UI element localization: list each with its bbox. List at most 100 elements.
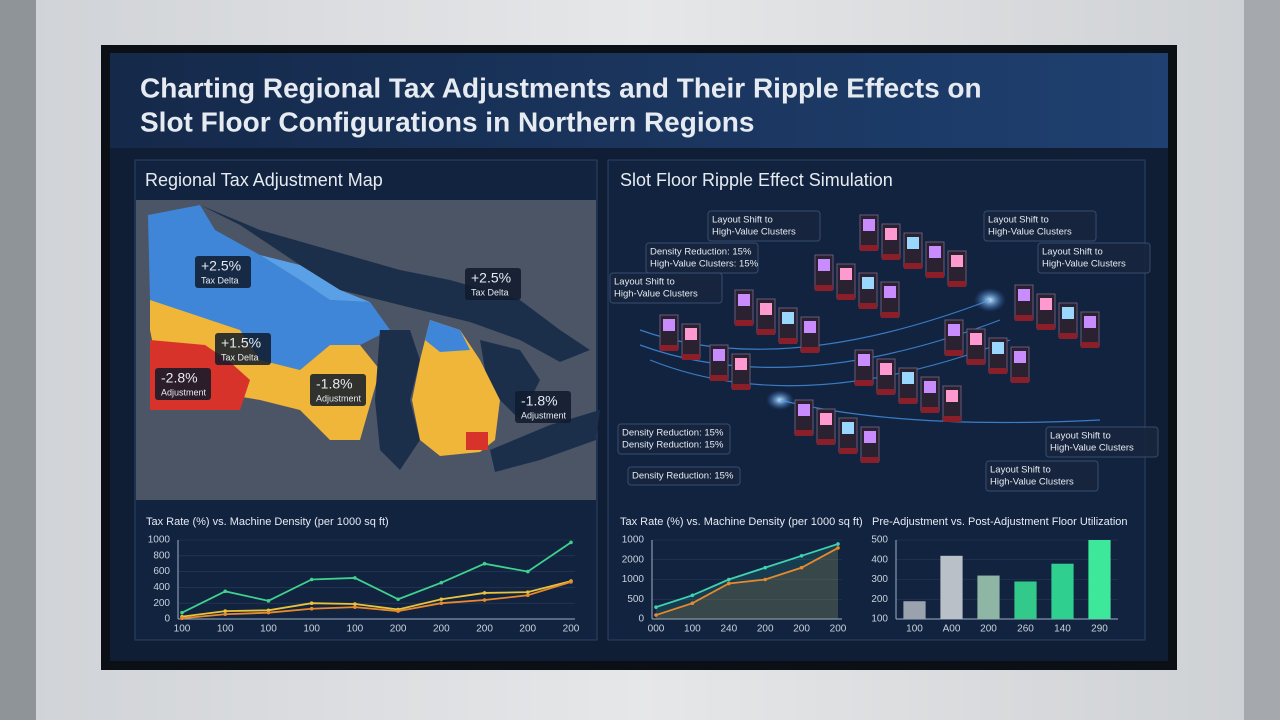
point xyxy=(353,602,357,606)
slot-screen xyxy=(862,277,874,289)
y-tick-label: 400 xyxy=(871,554,888,565)
slot-base xyxy=(710,375,728,381)
point xyxy=(727,581,731,586)
y-tick-label: 1000 xyxy=(148,535,171,546)
slot-base xyxy=(943,416,961,422)
y-tick-label: 100 xyxy=(871,614,888,625)
slot-base xyxy=(801,347,819,353)
point xyxy=(353,576,357,580)
slot-screen xyxy=(738,294,750,306)
map-label-box xyxy=(215,333,271,365)
slot-screen xyxy=(804,321,816,333)
sim-label: Layout Shift to xyxy=(712,215,773,226)
y-tick-label: 600 xyxy=(153,566,170,577)
slot-screen xyxy=(902,372,914,384)
slot-base xyxy=(1081,342,1099,348)
slot-screen xyxy=(946,390,958,402)
x-tick-label: 140 xyxy=(1054,624,1071,635)
x-tick-label: 200 xyxy=(757,624,774,635)
y-tick-label: 300 xyxy=(871,574,888,585)
slot-screen xyxy=(818,259,830,271)
map-label-value: -1.8% xyxy=(316,376,353,392)
point xyxy=(482,591,487,595)
line xyxy=(655,547,839,616)
sim-label-box xyxy=(627,466,741,486)
map-label-note: Adjustment xyxy=(521,410,567,420)
slot-screen xyxy=(880,363,892,375)
slot-base xyxy=(795,430,813,436)
slot-base xyxy=(877,389,895,395)
slot-screen xyxy=(924,381,936,393)
slot-base xyxy=(682,354,700,360)
point xyxy=(266,599,271,603)
line xyxy=(181,541,572,614)
slot-screen xyxy=(948,324,960,336)
sim-label: High-Value Clusters xyxy=(1042,259,1126,270)
x-tick-label: 290 xyxy=(1091,624,1108,635)
sim-label-box xyxy=(707,210,821,242)
chart-title: Tax Rate (%) vs. Machine Density (per 10… xyxy=(620,516,863,528)
panel-title: Slot Floor Ripple Effect Simulation xyxy=(620,170,893,190)
slot-base xyxy=(989,368,1007,374)
slot-screen xyxy=(1018,289,1030,301)
y-tick-label: 200 xyxy=(153,598,170,609)
sim-label: High-Value Clusters xyxy=(990,477,1074,488)
point xyxy=(180,616,184,621)
line xyxy=(181,581,572,620)
point xyxy=(690,601,695,605)
y-tick-label: 1000 xyxy=(622,535,645,546)
side-wall xyxy=(0,0,36,720)
y-tick-label: 1000 xyxy=(622,574,645,585)
x-tick-label: 100 xyxy=(303,624,320,635)
point xyxy=(396,609,400,613)
slot-base xyxy=(881,312,899,318)
point xyxy=(525,593,530,598)
area xyxy=(656,547,838,619)
map-label-note: Tax Delta xyxy=(471,287,509,297)
sim-label-box xyxy=(983,210,1097,242)
line xyxy=(181,580,572,618)
slot-screen xyxy=(884,286,896,298)
floor xyxy=(639,288,1101,424)
point xyxy=(525,590,530,594)
slot-screen xyxy=(685,328,697,340)
sim-label-box xyxy=(1037,242,1151,274)
sim-label: Layout Shift to xyxy=(988,215,1049,226)
x-tick-label: 200 xyxy=(433,624,450,635)
map-label-box xyxy=(195,256,251,288)
slot-screen xyxy=(970,333,982,345)
point xyxy=(309,601,314,605)
slot-screen xyxy=(907,237,919,249)
slot-base xyxy=(1037,324,1055,330)
point xyxy=(223,609,228,613)
sim-label: Density Reduction: 15% xyxy=(622,440,724,451)
x-tick-label: 200 xyxy=(793,624,810,635)
point xyxy=(180,610,184,615)
x-tick-label: 100 xyxy=(347,624,364,635)
slot-base xyxy=(757,329,775,335)
point xyxy=(223,589,228,594)
slot-screen xyxy=(842,422,854,434)
bar xyxy=(1051,563,1074,619)
point xyxy=(223,612,228,617)
map-label-box xyxy=(465,268,521,300)
x-tick-label: 100 xyxy=(906,624,923,635)
slot-base xyxy=(967,359,985,365)
sim-label: High-Value Clusters xyxy=(614,289,698,300)
y-tick-label: 2000 xyxy=(622,554,645,565)
slot-screen xyxy=(858,354,870,366)
slot-screen xyxy=(820,413,832,425)
point xyxy=(309,606,314,611)
slot-base xyxy=(882,254,900,260)
point xyxy=(439,601,444,605)
slot-base xyxy=(839,448,857,454)
y-tick-label: 0 xyxy=(164,614,170,625)
map-label-value: +1.5% xyxy=(221,335,261,351)
slot-screen xyxy=(992,342,1004,354)
x-tick-label: 100 xyxy=(217,624,234,635)
bar xyxy=(903,601,926,619)
slot-screen xyxy=(798,404,810,416)
sim-label: Density Reduction: 15% xyxy=(650,247,752,258)
y-tick-label: 200 xyxy=(871,594,888,605)
point xyxy=(727,577,731,582)
